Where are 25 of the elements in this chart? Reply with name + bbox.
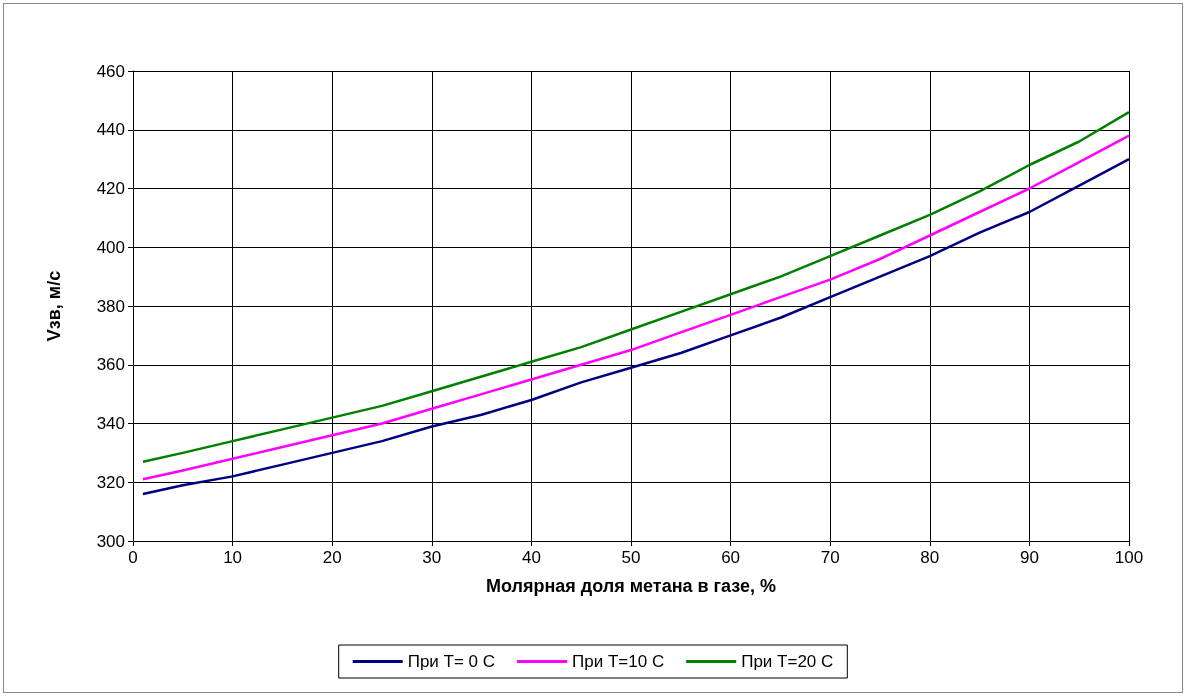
legend-label: При T=20 С	[741, 652, 834, 671]
x-tick-label: 80	[920, 548, 940, 567]
x-axis-title: Молярная доля метана в газе, %	[485, 576, 777, 596]
y-tick-label: 300	[96, 531, 125, 551]
legend-label: При T= 0 С	[407, 652, 496, 671]
y-tick-label: 340	[96, 414, 125, 433]
x-tick-label: 40	[521, 548, 541, 567]
y-tick-label: 440	[96, 120, 125, 140]
y-tick-label: 320	[96, 472, 125, 492]
y-tick-label: 460	[96, 61, 125, 81]
y-axis-title: Vзв, м/с	[44, 270, 64, 342]
x-tick-label: 70	[820, 548, 840, 567]
legend-label: При T=10 С	[572, 652, 665, 671]
x-tick-label: 90	[1019, 548, 1039, 567]
x-tick-label: 60	[721, 548, 741, 567]
y-tick-label: 420	[96, 179, 125, 198]
x-tick-label: 20	[322, 548, 342, 567]
x-tick-label: 50	[621, 548, 641, 567]
x-tick-label: 0	[128, 548, 138, 567]
y-tick-label: 380	[96, 296, 125, 316]
x-tick-label: 30	[422, 548, 442, 567]
x-tick-label: 10	[223, 548, 243, 567]
x-tick-label: 100	[1114, 548, 1144, 567]
y-tick-label: 360	[96, 355, 125, 375]
y-tick-label: 400	[96, 237, 125, 257]
